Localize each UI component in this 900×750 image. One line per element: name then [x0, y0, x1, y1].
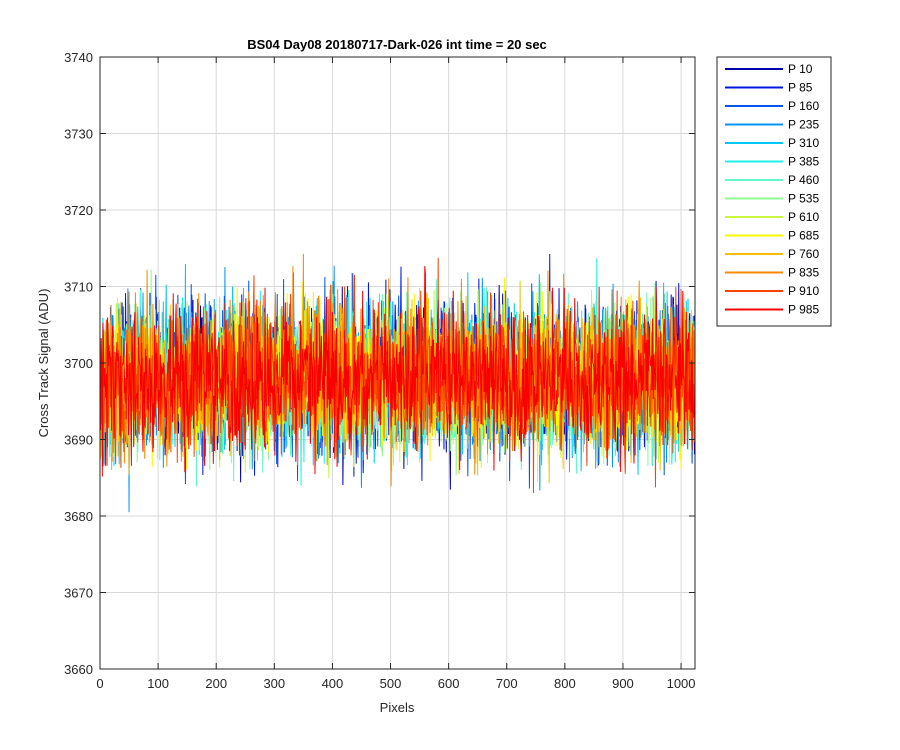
- y-tick-label: 3730: [64, 127, 93, 142]
- y-tick-label: 3690: [64, 433, 93, 448]
- legend-label: P 10: [788, 62, 813, 76]
- y-tick-label: 3720: [64, 203, 93, 218]
- x-tick-label: 500: [380, 676, 402, 691]
- x-tick-label: 900: [612, 676, 634, 691]
- x-tick-label: 100: [147, 676, 169, 691]
- legend-label: P 835: [788, 266, 819, 280]
- x-tick-label: 800: [554, 676, 576, 691]
- x-tick-label: 200: [205, 676, 227, 691]
- axis-ticks: 0 100 200 300 400 500 600 700 800 900 1000 3660 3670…: [64, 50, 695, 691]
- y-tick-label: 3710: [64, 280, 93, 295]
- y-tick-label: 3740: [64, 50, 93, 65]
- legend-label: P 610: [788, 210, 819, 224]
- legend-label: P 685: [788, 229, 819, 243]
- x-tick-label: 1000: [667, 676, 696, 691]
- y-axis-label: Cross Track Signal (ADU): [36, 289, 51, 438]
- x-axis-label: Pixels: [380, 700, 415, 715]
- x-tick-label: 400: [322, 676, 344, 691]
- legend-label: P 85: [788, 81, 813, 95]
- legend-label: P 535: [788, 192, 819, 206]
- y-tick-label: 3680: [64, 509, 93, 524]
- legend-label: P 385: [788, 155, 819, 169]
- legend-label: P 460: [788, 173, 819, 187]
- legend-label: P 235: [788, 118, 819, 132]
- chart-title: BS04 Day08 20180717-Dark-026 int time = …: [247, 37, 547, 52]
- plot-lines: [100, 253, 696, 513]
- x-tick-label: 600: [438, 676, 460, 691]
- legend-label: P 760: [788, 247, 819, 261]
- legend-label: P 910: [788, 284, 819, 298]
- legend-label: P 310: [788, 136, 819, 150]
- legend-label: P 985: [788, 303, 819, 317]
- x-tick-label: 0: [96, 676, 103, 691]
- legend: P 10 P 85 P 160 P 235 P 310 P 385 P 460 P 535 P …: [716, 56, 832, 327]
- y-tick-label: 3660: [64, 662, 93, 677]
- y-tick-label: 3670: [64, 586, 93, 601]
- x-tick-label: 700: [496, 676, 518, 691]
- legend-label: P 160: [788, 99, 819, 113]
- series-line-p985: [100, 265, 696, 477]
- legend-box: [716, 56, 832, 327]
- y-tick-label: 3700: [64, 356, 93, 371]
- x-tick-label: 300: [263, 676, 285, 691]
